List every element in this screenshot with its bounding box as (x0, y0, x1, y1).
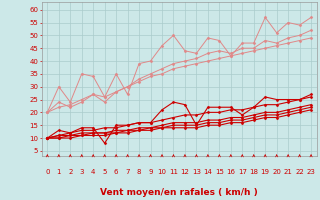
X-axis label: Vent moyen/en rafales ( km/h ): Vent moyen/en rafales ( km/h ) (100, 188, 258, 197)
